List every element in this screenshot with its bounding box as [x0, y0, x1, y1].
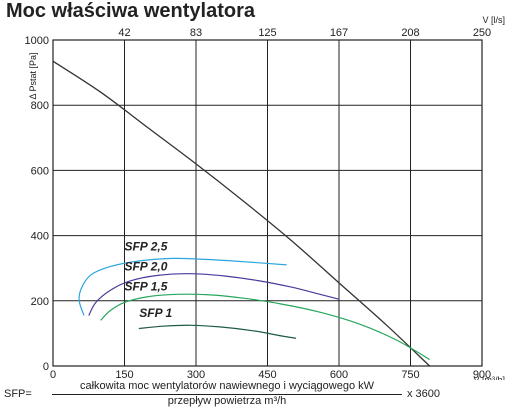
x2-tick-label: 125 [258, 27, 276, 39]
x-axis-label: V [m³/h] [473, 375, 505, 380]
x-tick-label: 450 [258, 369, 276, 380]
curve-label-sfp-1-5: SFP 1,5 [124, 279, 167, 293]
chart-title: Moc właściwa wentylatora [6, 0, 255, 22]
y-tick-label: 600 [31, 165, 49, 177]
x2-tick-label: 250 [473, 27, 491, 39]
x-tick-label: 150 [115, 369, 133, 380]
formula-fraction-bar [52, 394, 402, 395]
y-axis-label: Δ Pstat [Pa] [28, 52, 38, 99]
x2-tick-label: 167 [330, 27, 348, 39]
y-tick-label: 1000 [25, 35, 49, 47]
curve-label-sfp-2-0: SFP 2,0 [124, 259, 167, 273]
formula-denominator: przepływ powietrza m³/h [167, 395, 287, 407]
y-tick-label: 0 [43, 361, 49, 373]
x2-tick-label: 208 [401, 27, 419, 39]
formula-lhs: SFP= [4, 388, 32, 400]
series-line-sfp-1-5 [100, 293, 430, 361]
y-tick-label: 400 [31, 231, 49, 243]
series-line-characteristic [52, 60, 431, 367]
x2-tick-label: 83 [190, 27, 202, 39]
x-tick-label: 0 [50, 369, 56, 380]
y-tick-label: 800 [31, 100, 49, 112]
series-line-sfp-2-0 [88, 273, 340, 316]
x-tick-label: 750 [401, 369, 419, 380]
curve-label-sfp-2-5: SFP 2,5 [124, 239, 167, 253]
plot-frame [52, 39, 483, 367]
y-tick-label: 200 [31, 296, 49, 308]
x-tick-label: 300 [187, 369, 205, 380]
x-tick-label: 600 [330, 369, 348, 380]
formula-numerator: całkowita moc wentylatorów nawiewnego i … [79, 380, 375, 392]
series-line-sfp-1 [138, 324, 297, 339]
x2-axis-label: V [l/s] [482, 15, 505, 25]
curve-label-sfp-1: SFP 1 [139, 306, 172, 320]
x-tick-label: 900 [473, 369, 491, 380]
series-line-sfp-2-5 [78, 257, 287, 316]
formula-rhs: x 3600 [407, 388, 441, 400]
x2-tick-label: 42 [118, 27, 130, 39]
sfp-formula: SFP= całkowita moc wentylatorów nawiewne… [4, 378, 504, 407]
sfp-chart: SFP 2,5 SFP 2,0 SFP 1,5 SFP 1 0 150 300 450 600… [25, 15, 505, 380]
